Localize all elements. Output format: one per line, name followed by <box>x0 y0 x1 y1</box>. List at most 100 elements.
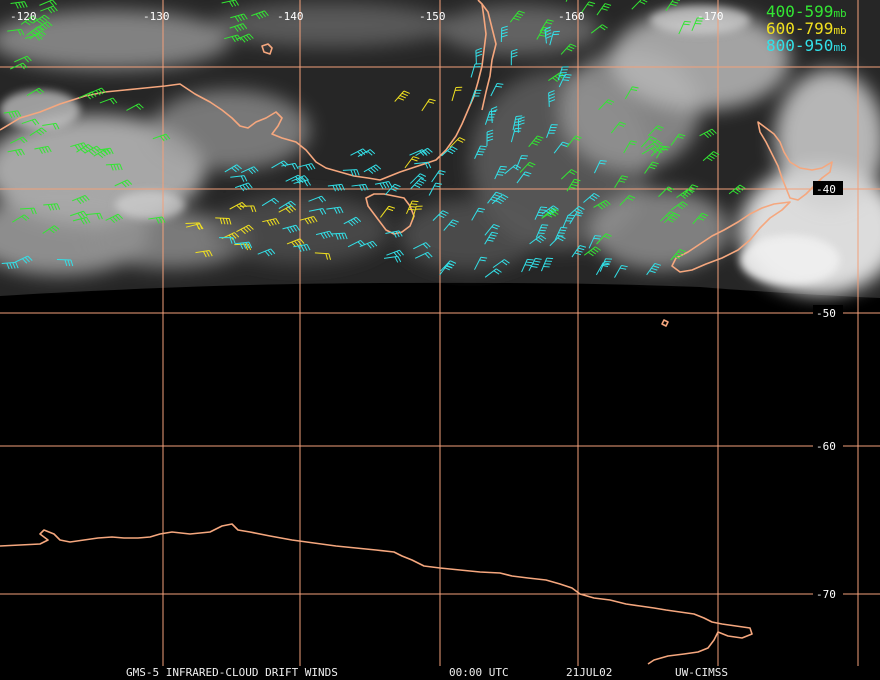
wind-barb <box>326 206 344 214</box>
wind-barb <box>386 249 404 258</box>
kangaroo-island-coastline <box>261 43 273 55</box>
wind-barb <box>614 264 628 278</box>
wind-barb <box>560 169 578 180</box>
wind-barb <box>12 214 30 223</box>
longitude-labels: -120 -130 -140 -150 -160 -170 <box>10 10 724 23</box>
wind-barb <box>484 110 497 125</box>
wind-barb <box>229 23 248 32</box>
wind-barb <box>25 33 43 41</box>
wind-barb <box>640 136 657 148</box>
wind-barb <box>219 237 236 244</box>
wind-barb <box>236 224 254 235</box>
wind-barb <box>549 235 566 247</box>
wind-barb <box>20 15 38 26</box>
wind-barb <box>484 223 500 236</box>
wind-barb <box>421 98 436 112</box>
wind-barb <box>293 179 311 187</box>
wind-barb <box>699 128 717 139</box>
australia-north-coastline <box>481 3 497 111</box>
wind-barb <box>342 169 360 177</box>
wind-barb <box>544 26 552 44</box>
wind-barb <box>509 10 525 23</box>
wind-barb <box>646 262 661 276</box>
wind-barb <box>656 145 670 159</box>
antarctica-coastline <box>0 523 753 665</box>
wind-barb <box>599 258 612 272</box>
new-zealand-north-island-coastline <box>757 121 833 201</box>
wind-barb <box>571 245 587 258</box>
wind-barb <box>70 210 88 219</box>
wind-barb <box>548 72 566 83</box>
wind-barb <box>7 148 25 157</box>
wind-barb <box>385 183 401 196</box>
wind-barb <box>414 251 433 259</box>
wind-barb <box>539 19 554 32</box>
wind-barb <box>14 55 32 63</box>
latitude-label-background <box>813 305 843 319</box>
wind-barb <box>519 161 536 173</box>
longitude-label: -160 <box>558 10 585 23</box>
caption-date: 21JUL02 <box>566 666 613 679</box>
wind-barb <box>475 47 483 65</box>
wind-barb <box>405 200 419 215</box>
wind-barb <box>645 139 663 149</box>
latitude-label: -50 <box>816 307 836 320</box>
wind-barb <box>19 207 37 215</box>
wind-barb <box>410 177 427 189</box>
longitude-label: -150 <box>419 10 446 23</box>
wind-barb <box>413 242 431 250</box>
latitude-label: -60 <box>816 440 836 453</box>
wind-barb <box>494 165 507 180</box>
caption-time: 00:00 UTC <box>449 666 509 679</box>
coastlines <box>0 0 833 665</box>
wind-barb <box>72 194 90 204</box>
wind-barb <box>297 163 316 171</box>
wind-barb <box>411 205 423 220</box>
wind-barb <box>583 192 600 203</box>
wind-barb <box>350 148 368 157</box>
wind-barb <box>293 244 311 252</box>
wind-barb <box>558 73 572 88</box>
latitude-label-background <box>813 438 843 452</box>
wind-barb <box>566 178 581 192</box>
wind-barb <box>7 28 25 36</box>
wind-barb <box>665 0 680 11</box>
wind-barb <box>257 248 276 257</box>
wind-barb <box>72 216 91 225</box>
wind-barb <box>504 164 522 175</box>
wind-barb <box>285 174 304 182</box>
wind-barb <box>670 133 686 146</box>
wind-barb <box>470 63 482 78</box>
wind-barb <box>486 129 494 146</box>
wind-barb <box>271 160 289 169</box>
wind-barb <box>251 10 269 20</box>
cloud-cover <box>0 3 880 295</box>
wind-barb <box>647 125 664 137</box>
wind-barb <box>492 259 510 269</box>
stewart-island-coastline <box>661 319 669 327</box>
longitude-label: -140 <box>277 10 304 23</box>
wind-barb <box>29 127 47 137</box>
wind-barb <box>691 17 704 32</box>
wind-barb <box>409 173 427 184</box>
caption-source: UW-CIMSS <box>675 666 728 679</box>
wind-barb <box>78 91 97 100</box>
wind-barb <box>593 199 611 210</box>
wind-barb <box>404 156 420 169</box>
wind-barb <box>451 86 463 102</box>
wind-barb <box>3 110 22 119</box>
wind-barb <box>658 186 675 198</box>
caption-product: GMS-5 INFRARED-CLOUD DRIFT WINDS <box>126 666 338 679</box>
wind-barb <box>10 62 28 70</box>
wind-barb <box>553 141 569 154</box>
wind-barb <box>568 205 585 217</box>
wind-barb <box>598 99 615 111</box>
legend-unit: mb <box>833 7 846 20</box>
wind-barb <box>432 210 449 222</box>
wind-barb <box>357 149 376 157</box>
wind-barb <box>236 33 254 43</box>
wind-barb <box>229 201 247 210</box>
wind-barb <box>541 205 559 216</box>
longitude-label: -130 <box>143 10 170 23</box>
wind-barb <box>619 195 636 206</box>
